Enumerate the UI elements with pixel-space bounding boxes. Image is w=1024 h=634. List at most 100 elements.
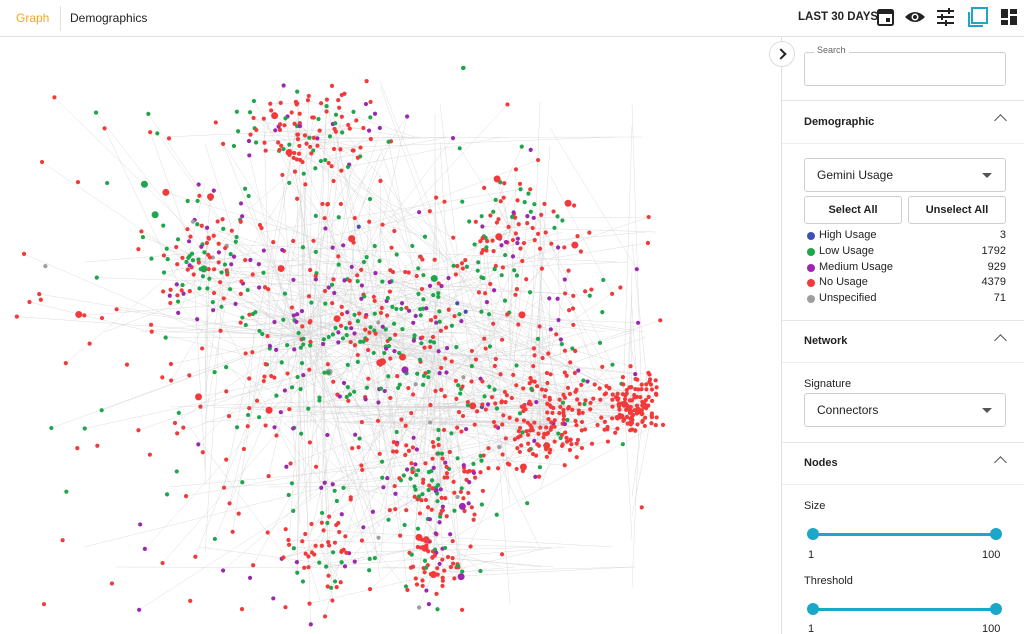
graph-node[interactable] [297, 121, 302, 126]
graph-node[interactable] [418, 307, 423, 312]
graph-node[interactable] [654, 392, 659, 397]
graph-node[interactable] [483, 291, 488, 296]
graph-node[interactable] [393, 332, 398, 337]
graph-node[interactable] [437, 319, 442, 324]
graph-node[interactable] [317, 560, 322, 565]
graph-node[interactable] [399, 301, 405, 306]
graph-node[interactable] [487, 384, 492, 389]
graph-node[interactable] [257, 285, 262, 290]
graph-node[interactable] [627, 410, 633, 415]
graph-node[interactable] [357, 311, 362, 316]
graph-node[interactable] [287, 142, 292, 147]
graph-node[interactable] [328, 585, 334, 590]
graph-node[interactable] [482, 394, 487, 399]
graph-node[interactable] [326, 285, 331, 290]
graph-node[interactable] [377, 258, 382, 264]
graph-node[interactable] [436, 281, 441, 286]
graph-node[interactable] [536, 431, 541, 436]
graph-node[interactable] [339, 168, 344, 173]
graph-node[interactable] [562, 245, 567, 250]
graph-node[interactable] [479, 309, 484, 314]
graph-node[interactable] [639, 382, 644, 387]
graph-node[interactable] [371, 350, 376, 356]
graph-node[interactable] [445, 554, 451, 560]
graph-node[interactable] [353, 432, 358, 437]
graph-node[interactable] [262, 285, 268, 290]
graph-node[interactable] [419, 286, 425, 292]
graph-node[interactable] [200, 450, 205, 455]
graph-node[interactable] [462, 469, 467, 474]
graph-node[interactable] [292, 150, 297, 156]
graph-node[interactable] [455, 563, 461, 568]
graph-node[interactable] [240, 214, 245, 219]
graph-node[interactable] [299, 431, 304, 436]
graph-node[interactable] [431, 340, 437, 345]
graph-node[interactable] [137, 607, 142, 612]
graph-node[interactable] [420, 578, 425, 583]
graph-node[interactable] [438, 328, 444, 333]
graph-node[interactable] [503, 252, 508, 258]
graph-node[interactable] [426, 369, 431, 374]
graph-node[interactable] [271, 596, 276, 601]
graph-node[interactable] [638, 410, 643, 415]
graph-node[interactable] [216, 241, 221, 246]
graph-node[interactable] [499, 552, 505, 557]
graph-node[interactable] [572, 370, 577, 376]
graph-node[interactable] [615, 391, 620, 396]
graph-node[interactable] [368, 325, 373, 330]
graph-node[interactable] [309, 521, 314, 527]
graph-node[interactable] [556, 317, 561, 323]
graph-node[interactable] [87, 341, 92, 346]
graph-node[interactable] [422, 570, 427, 575]
graph-node[interactable] [352, 343, 358, 348]
graph-node[interactable] [598, 397, 603, 402]
graph-node[interactable] [262, 374, 267, 379]
graph-node[interactable] [169, 378, 174, 383]
graph-node[interactable] [243, 257, 248, 263]
graph-node[interactable] [562, 277, 567, 282]
graph-node[interactable] [647, 377, 653, 382]
graph-node[interactable] [427, 483, 432, 488]
graph-node[interactable] [161, 270, 167, 275]
graph-node[interactable] [191, 272, 196, 277]
graph-node[interactable] [356, 224, 361, 229]
graph-node[interactable] [526, 432, 531, 438]
graph-node[interactable] [247, 405, 252, 411]
graph-node[interactable] [82, 313, 87, 318]
graph-node[interactable] [440, 583, 445, 588]
graph-node[interactable] [620, 392, 625, 397]
graph-node[interactable] [549, 420, 554, 425]
graph-node[interactable] [498, 199, 503, 204]
graph-node[interactable] [360, 467, 365, 472]
graph-node[interactable] [330, 300, 335, 306]
graph-node[interactable] [646, 394, 651, 400]
graph-node[interactable] [257, 328, 262, 334]
graph-node[interactable] [367, 219, 372, 224]
graph-node[interactable] [424, 588, 429, 593]
graph-node[interactable] [281, 555, 286, 560]
graph-node[interactable] [337, 394, 342, 399]
graph-node[interactable] [503, 400, 508, 405]
graph-node[interactable] [453, 378, 459, 383]
graph-node[interactable] [589, 287, 594, 292]
graph-node[interactable] [322, 480, 327, 485]
graph-node[interactable] [436, 436, 441, 442]
graph-node[interactable] [284, 464, 289, 469]
graph-node[interactable] [484, 300, 490, 305]
graph-node[interactable] [434, 195, 439, 200]
graph-node[interactable] [534, 384, 540, 389]
graph-node[interactable] [399, 306, 404, 311]
graph-node[interactable] [537, 465, 543, 470]
graph-node[interactable] [513, 167, 519, 172]
graph-node[interactable] [367, 330, 372, 335]
graph-node[interactable] [437, 514, 443, 519]
graph-node[interactable] [294, 319, 299, 324]
graph-node[interactable] [331, 550, 336, 555]
graph-node[interactable] [266, 473, 271, 479]
graph-node[interactable] [430, 274, 438, 282]
calendar-icon[interactable] [877, 9, 894, 26]
graph-node[interactable] [168, 287, 173, 292]
graph-node[interactable] [436, 349, 441, 354]
graph-node[interactable] [410, 564, 416, 569]
graph-node[interactable] [528, 402, 533, 407]
